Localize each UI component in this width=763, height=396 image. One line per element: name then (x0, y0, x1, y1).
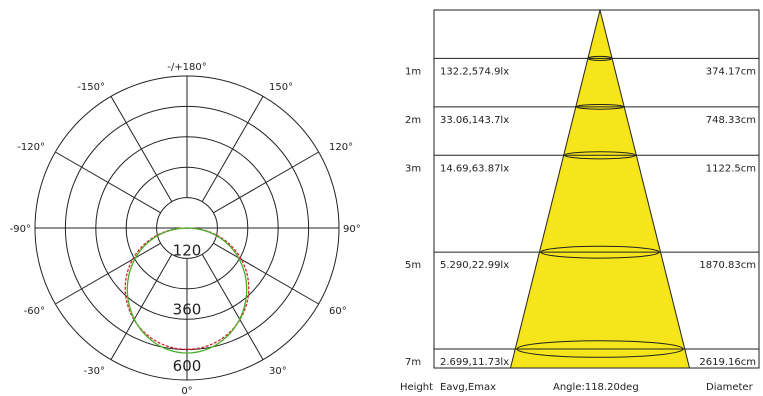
height-label: 2m (405, 115, 421, 126)
angle-tick-label: 150° (269, 82, 293, 93)
diameter-value: 1870.83cm (699, 260, 756, 271)
polar-curve-1 (124, 227, 250, 351)
polar-intensity-chart: 120 360 600 -/+180° 150° 120° 90° 60° 30° 0° -30°… (10, 62, 361, 396)
beam-ellipse (575, 103, 625, 110)
height-label: 5m (405, 260, 421, 271)
diameter-value: 374.17cm (706, 66, 756, 77)
angle-tick-label: 60° (329, 306, 347, 317)
illuminance-value: 5.290,22.99lx (440, 260, 509, 271)
polar-radial-labels: 120 360 600 (173, 241, 202, 375)
diameter-value: 2619.16cm (699, 357, 756, 368)
angle-tick-label: -/+180° (167, 62, 206, 73)
beam-footer: Height Eavg,Emax Angle:118.20deg Diamete… (400, 382, 754, 393)
polar-curve-2 (126, 227, 248, 354)
angle-tick-label: -90° (10, 224, 31, 235)
footer-height-label: Height (400, 382, 433, 393)
beam-ellipse (516, 340, 684, 358)
diameter-value: 748.33cm (706, 115, 756, 126)
illuminance-value: 14.69,63.87lx (440, 163, 509, 174)
beam-ellipse (563, 151, 637, 160)
radial-tick-label: 600 (173, 357, 202, 375)
angle-tick-label: -120° (17, 142, 45, 153)
footer-eavg-label: Eavg,Emax (440, 382, 496, 393)
beam-cone (509, 9, 691, 369)
angle-tick-label: 120° (329, 142, 353, 153)
polar-curves (124, 227, 250, 354)
diameter-value: 1122.5cm (706, 163, 756, 174)
polar-spoke (213, 242, 319, 305)
height-label: 1m (405, 66, 421, 77)
angle-tick-label: -150° (77, 82, 105, 93)
illuminance-value: 33.06,143.7lx (440, 115, 509, 126)
polar-spokes (35, 76, 339, 380)
beam-angle-label: Angle:118.20deg (553, 382, 639, 393)
angle-tick-label: 30° (269, 366, 287, 377)
angle-tick-label: -60° (24, 306, 45, 317)
height-label: 7m (405, 357, 421, 368)
radial-tick-label: 360 (173, 301, 202, 319)
beam-ellipse (540, 245, 660, 259)
beam-ellipse (587, 55, 613, 61)
angle-tick-label: 90° (343, 224, 361, 235)
polar-spoke (110, 254, 173, 360)
illuminance-value: 2.699,11.73lx (440, 357, 509, 368)
polar-spoke (213, 151, 319, 214)
illuminance-value: 132.2,574.9lx (440, 66, 509, 77)
height-label: 3m (405, 163, 421, 174)
beam-cone-table: 1m 132.2,574.9lx 374.17cm 2m 33.06,143.7lx 74… (400, 9, 760, 393)
polar-spoke (55, 151, 161, 214)
beam-rows: 1m 132.2,574.9lx 374.17cm 2m 33.06,143.7lx 74… (405, 55, 759, 368)
polar-spoke (55, 242, 161, 305)
polar-spoke (110, 96, 173, 202)
angle-tick-label: 0° (181, 386, 192, 396)
polar-spoke (201, 96, 264, 202)
radial-tick-label: 120 (173, 241, 202, 259)
polar-angle-labels: -/+180° 150° 120° 90° 60° 30° 0° -30° -60° -90° -1… (10, 62, 361, 396)
footer-diameter-label: Diameter (706, 382, 754, 393)
angle-tick-label: -30° (84, 366, 105, 377)
polar-spoke (201, 254, 264, 360)
